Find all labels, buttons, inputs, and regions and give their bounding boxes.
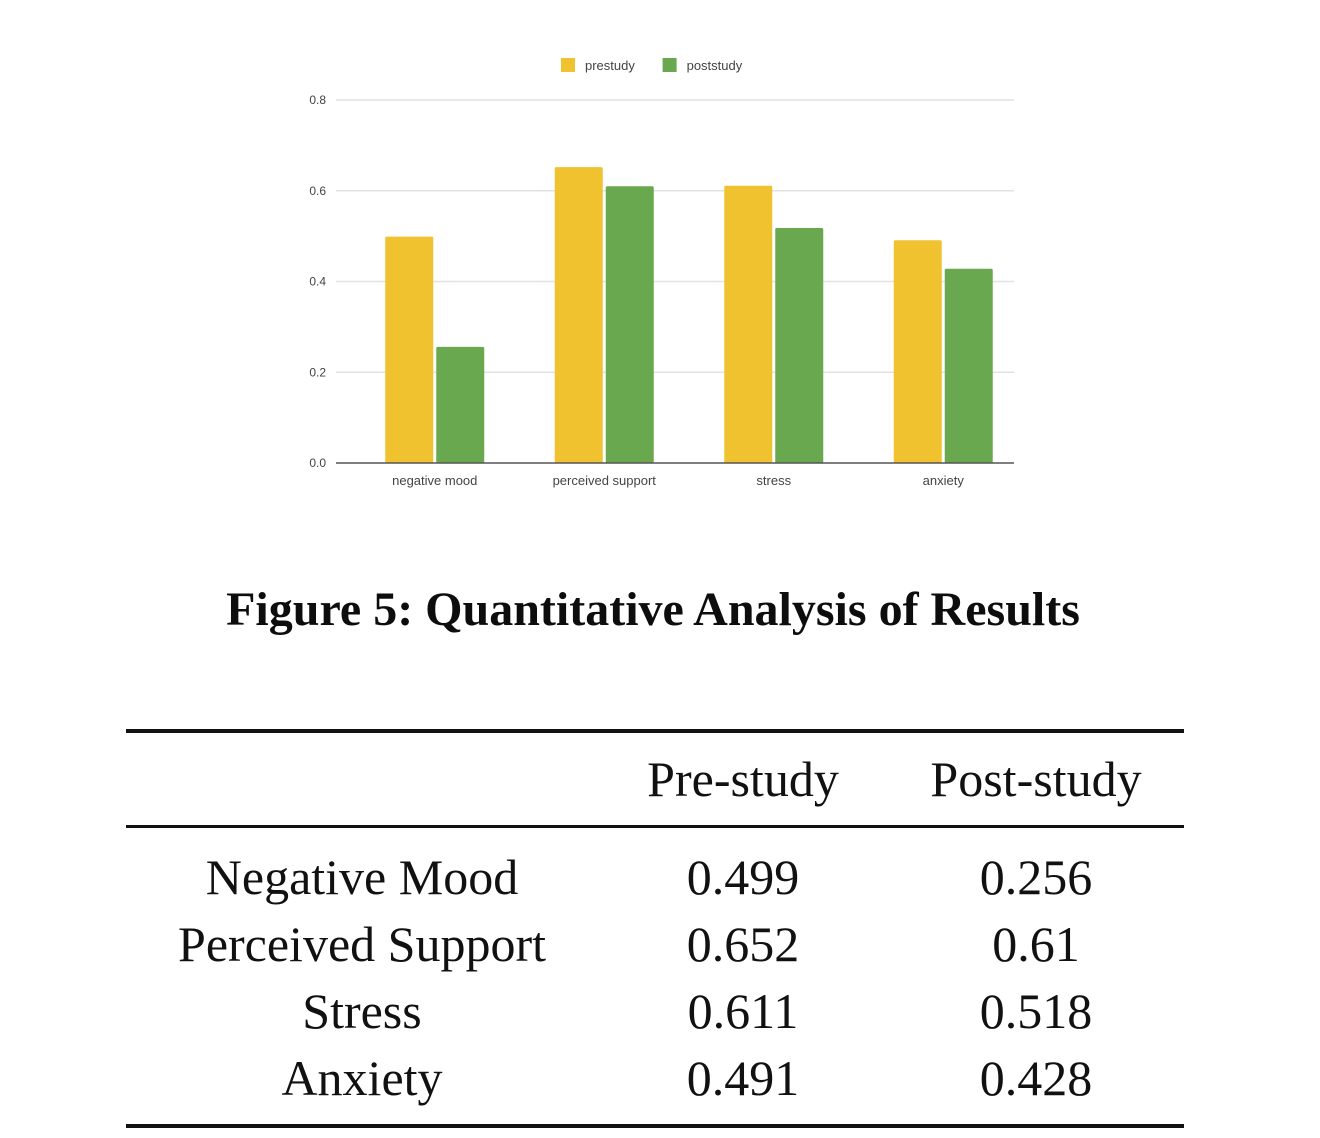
- pre-study-value: 0.499: [686, 848, 800, 905]
- chart-legend: prestudy poststudy: [561, 58, 743, 73]
- post-study-value: 0.256: [979, 848, 1093, 905]
- bar-prestudy-negative-mood: [385, 236, 434, 463]
- table-header-rule: [126, 825, 1184, 828]
- table-top-rule: [126, 729, 1184, 733]
- table-row: Stress 0.611 0.518: [126, 977, 1184, 1044]
- bar-prestudy-perceived-support: [554, 167, 603, 463]
- post-study-value: 0.428: [979, 1049, 1093, 1106]
- table-row: Negative Mood 0.499 0.256: [126, 843, 1184, 910]
- post-study-value: 0.61: [992, 915, 1080, 972]
- legend-swatch-prestudy: [561, 58, 575, 72]
- bar-poststudy-negative-mood: [436, 346, 485, 463]
- legend-swatch-poststudy: [662, 58, 677, 72]
- table-row: Perceived Support 0.652 0.61: [126, 910, 1184, 977]
- x-tick-label: negative mood: [392, 473, 477, 488]
- y-tick-label: 0.4: [309, 275, 326, 289]
- table-header-label: [126, 741, 598, 817]
- pre-study-value: 0.491: [686, 1049, 800, 1106]
- legend-label-poststudy: poststudy: [687, 58, 743, 73]
- figure-caption: Figure 5: Quantitative Analysis of Resul…: [226, 583, 1080, 636]
- table-header-row: Pre-study Post-study: [126, 741, 1184, 817]
- bar-poststudy-perceived-support: [605, 186, 654, 463]
- bar-prestudy-stress: [724, 185, 773, 464]
- bar-poststudy-stress: [775, 227, 824, 463]
- y-tick-label: 0.2: [309, 365, 326, 379]
- x-tick-label: perceived support: [553, 473, 657, 488]
- legend-label-prestudy: prestudy: [585, 58, 635, 73]
- table-bottom-rule: [126, 1124, 1184, 1128]
- y-tick-label: 0.8: [309, 93, 326, 107]
- row-label: Perceived Support: [178, 915, 546, 972]
- bar-chart: prestudy poststudy 0.0 0.2 0.4 0.6 0.8 negati…: [309, 58, 1014, 488]
- pre-study-value: 0.652: [686, 915, 800, 972]
- x-axis-tick-labels: negative mood perceived support stress anxi…: [392, 473, 964, 488]
- bar-poststudy-anxiety: [944, 268, 993, 463]
- table-row: Anxiety 0.491 0.428: [126, 1044, 1184, 1111]
- row-label: Stress: [302, 982, 422, 1039]
- bar-prestudy-anxiety: [893, 240, 942, 463]
- x-tick-label: anxiety: [923, 473, 965, 488]
- y-tick-label: 0.6: [309, 184, 326, 198]
- chart-bars: [385, 167, 993, 464]
- x-tick-label: stress: [756, 473, 791, 488]
- post-study-value: 0.518: [979, 982, 1093, 1039]
- table-header-post-study: Post-study: [930, 751, 1142, 807]
- y-axis-tick-labels: 0.0 0.2 0.4 0.6 0.8: [309, 93, 326, 470]
- row-label: Negative Mood: [205, 848, 519, 905]
- table-header-pre-study: Pre-study: [647, 751, 839, 807]
- y-tick-label: 0.0: [309, 456, 326, 470]
- pre-study-value: 0.611: [687, 982, 799, 1039]
- results-table-header: Pre-study Post-study: [126, 741, 1184, 817]
- results-table-body: Negative Mood 0.499 0.256 Perceived Supp…: [126, 843, 1184, 1111]
- row-label: Anxiety: [281, 1049, 443, 1106]
